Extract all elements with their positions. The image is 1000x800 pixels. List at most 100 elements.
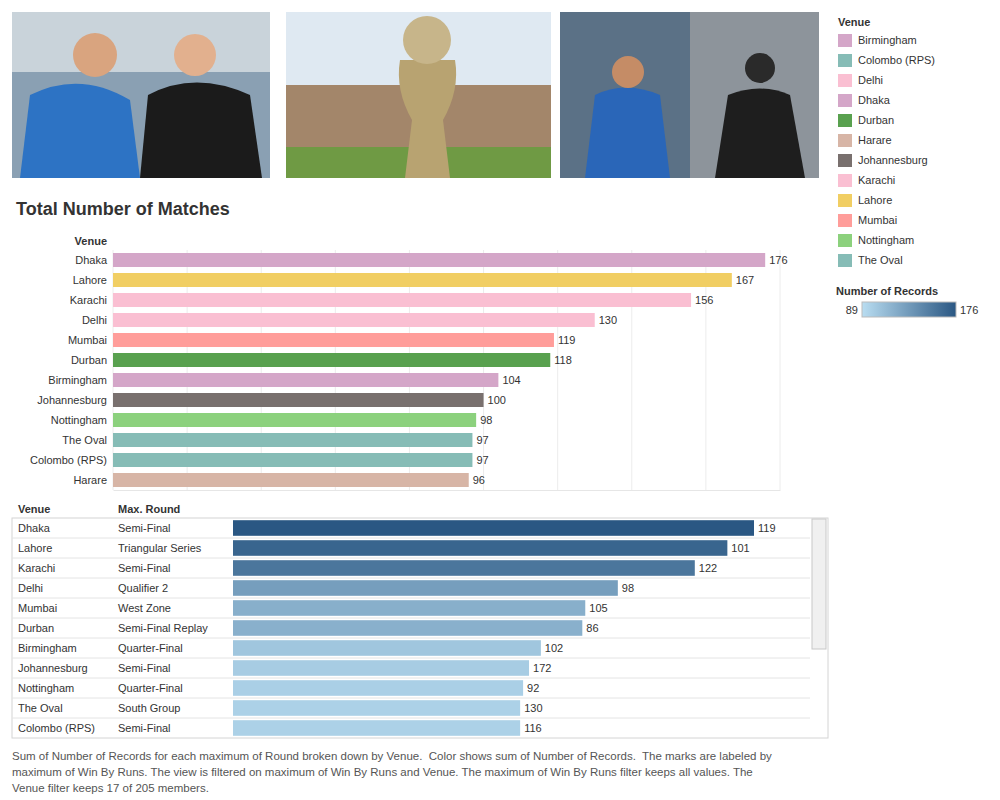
bar[interactable]	[113, 453, 472, 467]
tick: Nottingham	[18, 682, 74, 694]
tick-label: Dhaka	[18, 522, 51, 534]
cell: South Group	[118, 702, 180, 714]
tick-label: Johannesburg	[37, 394, 107, 406]
bar-label: 130	[524, 702, 542, 714]
bar[interactable]	[233, 520, 754, 536]
bar[interactable]	[113, 393, 484, 407]
tick-label: Mumbai	[68, 334, 107, 346]
cell: Semi-Final	[118, 562, 171, 574]
bar[interactable]	[233, 540, 727, 556]
x-axis	[114, 490, 781, 492]
cell: Semi-Final	[118, 722, 171, 734]
bar[interactable]	[233, 680, 523, 696]
tick-label: Colombo (RPS)	[30, 454, 107, 466]
bar[interactable]	[113, 473, 469, 487]
bar[interactable]	[233, 600, 585, 616]
row-divider	[12, 618, 810, 619]
photo-part	[715, 89, 805, 179]
colorbar: Number of Records 89 176	[836, 285, 978, 317]
legend-swatch	[838, 214, 852, 227]
tick-label: Lahore	[73, 274, 107, 286]
legend-swatch	[838, 254, 852, 267]
bar-label: 101	[731, 542, 749, 554]
tick-label: Delhi	[18, 582, 43, 594]
bars	[233, 520, 754, 736]
row-divider	[12, 558, 810, 559]
tick: Durban	[71, 354, 113, 366]
caption: Sum of Number of Records for each maximu…	[12, 750, 772, 794]
photo	[286, 12, 551, 178]
colorbar-label: 176	[960, 304, 978, 316]
tick-label: Lahore	[18, 542, 52, 554]
cell: Qualifier 2	[118, 582, 168, 594]
data-labels: 17616715613011911810410098979796	[473, 254, 788, 486]
tick: Birmingham	[18, 642, 77, 654]
cell: Semi-Final	[118, 522, 171, 534]
data-label: 156	[695, 294, 713, 306]
tick: The Oval	[62, 434, 113, 446]
tick-label: Nottingham	[51, 414, 107, 426]
data-label: 96	[473, 474, 485, 486]
bar[interactable]	[113, 373, 498, 387]
row-divider	[12, 698, 810, 699]
chart-title: Total Number of Matches	[16, 199, 230, 219]
photo-part	[612, 56, 644, 88]
bar[interactable]	[233, 720, 520, 736]
bar-label: 116	[524, 722, 542, 734]
photo-part	[399, 60, 456, 178]
bar[interactable]	[113, 313, 595, 327]
bar[interactable]	[113, 253, 765, 267]
data-label: 167	[736, 274, 754, 286]
caption-line: Sum of Number of Records for each maximu…	[12, 750, 772, 762]
tick: The Oval	[18, 702, 63, 714]
cell: Quarter-Final	[118, 682, 183, 694]
bar[interactable]	[233, 580, 618, 596]
tick: Nottingham	[51, 414, 113, 426]
tick: Johannesburg	[37, 394, 113, 406]
bar-labels: 119101122981058610217292130116	[524, 522, 775, 734]
grid-line	[780, 250, 781, 490]
tick: Delhi	[18, 582, 43, 594]
photo-part	[745, 53, 775, 83]
tick: Karachi	[18, 562, 55, 574]
bar[interactable]	[233, 700, 520, 716]
photo-part	[73, 33, 117, 77]
legend-swatch	[838, 134, 852, 147]
photo-part	[20, 84, 140, 178]
legend-swatch	[838, 34, 852, 47]
tick-label: Harare	[73, 474, 107, 486]
photo	[690, 12, 819, 178]
colorbar-title: Number of Records	[836, 285, 938, 297]
bar[interactable]	[233, 620, 582, 636]
dashboard: Total Number of Matches Venue Dhaka Lahore K…	[0, 0, 1000, 800]
photo-part	[174, 34, 216, 76]
table: VenueMax. Round	[12, 503, 828, 738]
bar[interactable]	[233, 560, 695, 576]
photo-part	[12, 12, 270, 72]
cell: Semi-Final Replay	[118, 622, 208, 634]
column-header: Venue	[18, 503, 50, 515]
legend-label: Birmingham	[858, 34, 917, 46]
photo	[12, 12, 270, 178]
legend-label: Colombo (RPS)	[858, 54, 935, 66]
bar[interactable]	[113, 413, 476, 427]
row-divider	[12, 718, 810, 719]
legend-label: Nottingham	[858, 234, 914, 246]
bar[interactable]	[113, 333, 554, 347]
row-divider	[12, 638, 810, 639]
data-label: 97	[476, 454, 488, 466]
bar[interactable]	[113, 273, 732, 287]
row-divider	[12, 538, 810, 539]
bar[interactable]	[233, 660, 529, 676]
bar[interactable]	[113, 293, 691, 307]
colorbar-label: 89	[846, 304, 858, 316]
tick-label: Birmingham	[18, 642, 77, 654]
tick-label: Johannesburg	[18, 662, 88, 674]
bar[interactable]	[113, 433, 472, 447]
data-label: 118	[554, 354, 572, 366]
legend-label: Johannesburg	[858, 154, 928, 166]
y-axis: DhakaLahoreKarachiDelhiMumbaiDurbanBirmi…	[18, 522, 95, 734]
bar[interactable]	[233, 640, 541, 656]
bar[interactable]	[113, 353, 550, 367]
data-label: 119	[558, 334, 576, 346]
